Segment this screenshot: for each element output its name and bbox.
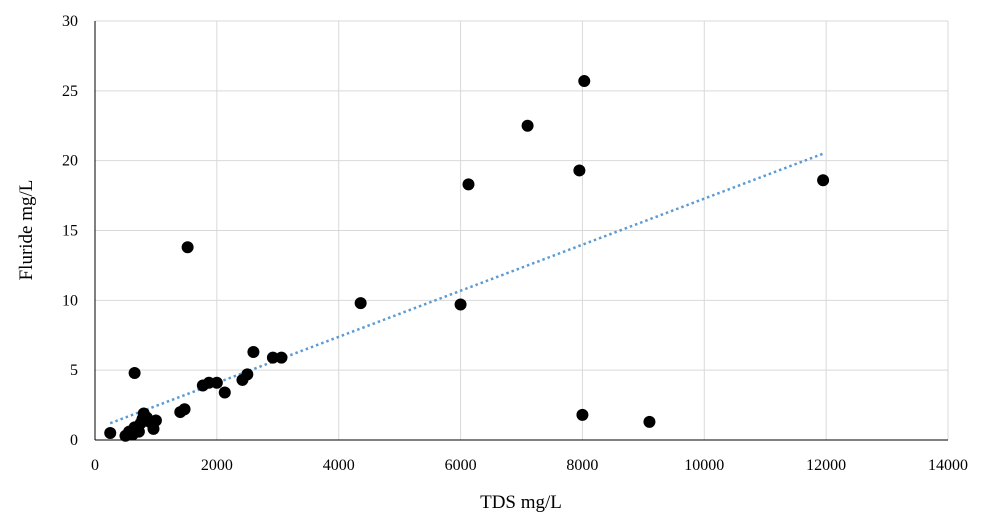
- y-tick-label: 25: [62, 83, 78, 100]
- x-tick-label: 8000: [566, 457, 598, 474]
- data-point: [241, 368, 254, 381]
- data-point: [454, 298, 467, 311]
- data-point: [218, 386, 231, 399]
- data-point: [578, 75, 591, 88]
- data-point: [576, 408, 589, 421]
- y-axis-title: Fluride mg/L: [16, 180, 37, 281]
- y-tick-label: 15: [62, 223, 78, 240]
- data-point: [181, 241, 194, 254]
- data-point: [573, 164, 586, 177]
- data-point: [521, 119, 534, 132]
- linear-trendline: [109, 152, 824, 425]
- data-point: [247, 346, 260, 359]
- y-tick-labels: 0 5 10 15 20 25 30: [62, 13, 78, 449]
- data-point: [462, 178, 475, 191]
- trendline-layer: [109, 152, 824, 425]
- data-point: [210, 376, 223, 389]
- x-tick-labels: 0 2000 4000 6000 8000 10000 12000 14000: [91, 457, 968, 474]
- data-point: [817, 174, 830, 187]
- x-tick-label: 10000: [684, 457, 724, 474]
- x-tick-label: 12000: [806, 457, 846, 474]
- data-points: [104, 75, 830, 442]
- data-point: [275, 351, 288, 364]
- x-tick-label: 14000: [928, 457, 968, 474]
- y-tick-label: 30: [62, 13, 78, 30]
- x-tick-label: 2000: [201, 457, 233, 474]
- y-tick-label: 10: [62, 292, 78, 309]
- data-point: [643, 415, 656, 428]
- axes: [94, 21, 948, 441]
- x-tick-label: 0: [91, 457, 99, 474]
- data-point: [266, 351, 279, 364]
- x-tick-label: 6000: [445, 457, 477, 474]
- x-tick-label: 4000: [323, 457, 355, 474]
- data-point: [178, 403, 191, 416]
- data-point: [128, 366, 141, 379]
- data-point: [149, 414, 162, 427]
- data-point: [104, 427, 117, 440]
- y-tick-label: 5: [70, 362, 78, 379]
- y-tick-label: 0: [70, 432, 78, 449]
- y-tick-label: 20: [62, 153, 78, 170]
- data-point: [354, 297, 367, 310]
- x-axis-title: TDS mg/L: [480, 492, 562, 513]
